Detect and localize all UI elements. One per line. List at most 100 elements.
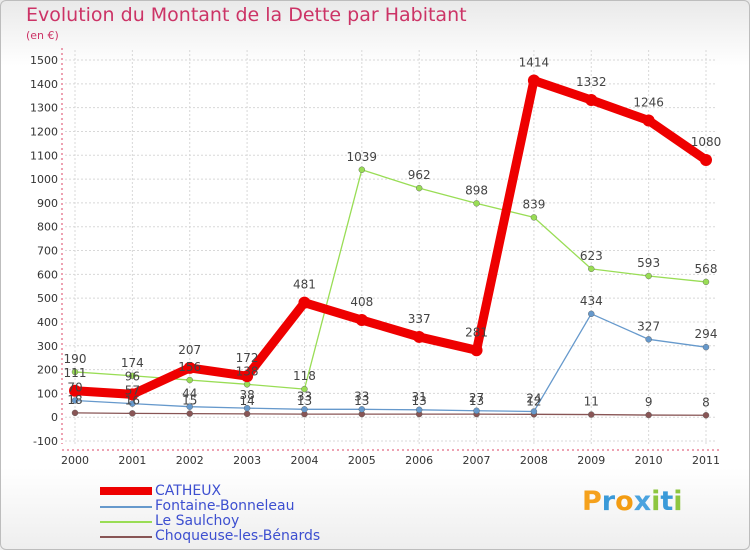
data-label-fontaine-bonneleau: 44 — [182, 387, 197, 401]
x-tick-label: 2005 — [348, 454, 376, 467]
data-label-choqueuse-les-benards: 13 — [412, 394, 427, 408]
data-label-choqueuse-les-benards: 16 — [125, 393, 140, 407]
data-point-le-saulchoy — [129, 372, 136, 379]
data-label-le-saulchoy: 118 — [293, 369, 316, 383]
data-point-catheux — [69, 384, 81, 397]
data-point-fontaine-bonneleau — [473, 407, 480, 414]
y-tick-label: 400 — [37, 316, 58, 329]
chart-subtitle: (en €) — [26, 29, 59, 42]
data-label-fontaine-bonneleau: 33 — [297, 389, 312, 403]
y-tick-label: 100 — [37, 387, 58, 400]
data-point-le-saulchoy — [301, 385, 308, 393]
data-label-choqueuse-les-benards: 14 — [239, 394, 254, 408]
data-label-le-saulchoy: 138 — [236, 364, 259, 378]
y-tick-label: 600 — [37, 268, 58, 281]
data-point-le-saulchoy — [186, 376, 193, 384]
x-tick-label: 2008 — [520, 454, 548, 467]
y-tick-label: 1300 — [30, 102, 58, 115]
data-point-choqueuse-les-benards — [129, 410, 136, 417]
data-label-catheux: 337 — [408, 312, 431, 326]
data-point-catheux — [241, 370, 254, 383]
data-label-le-saulchoy: 156 — [178, 360, 201, 374]
data-label-le-saulchoy: 568 — [695, 262, 718, 276]
data-label-catheux: 96 — [125, 369, 140, 383]
data-point-catheux — [413, 330, 426, 343]
legend-swatch-fontaine-bonneleau — [100, 506, 152, 508]
data-point-choqueuse-les-benards — [702, 412, 710, 419]
data-point-fontaine-bonneleau — [243, 404, 251, 412]
y-tick-label: 1200 — [30, 125, 58, 138]
data-point-fontaine-bonneleau — [358, 406, 366, 413]
series-line-choqueuse-les-benards — [74, 412, 707, 416]
data-point-le-saulchoy — [530, 214, 538, 221]
y-tick-label: 1500 — [30, 54, 58, 67]
legend-swatch-le-saulchoy — [100, 521, 152, 523]
data-point-le-saulchoy — [588, 265, 595, 273]
data-point-fontaine-bonneleau — [71, 397, 79, 404]
data-label-choqueuse-les-benards: 15 — [182, 394, 197, 408]
data-point-le-saulchoy — [71, 368, 79, 376]
data-label-choqueuse-les-benards: 8 — [702, 395, 710, 409]
y-tick-label: 1400 — [30, 78, 58, 91]
legend-label-fontaine-bonneleau: Fontaine-Bonneleau — [155, 498, 295, 514]
y-tick-label: 900 — [37, 197, 58, 210]
data-label-le-saulchoy: 623 — [580, 249, 603, 263]
data-point-le-saulchoy — [415, 184, 423, 192]
data-point-catheux — [470, 344, 483, 357]
x-tick-label: 2007 — [463, 454, 491, 467]
data-label-le-saulchoy: 962 — [408, 168, 431, 182]
data-point-fontaine-bonneleau — [186, 403, 193, 410]
data-label-fontaine-bonneleau: 24 — [526, 391, 541, 405]
legend-label-choqueuse-les-benards: Choqueuse-les-Bénards — [155, 528, 321, 544]
x-tick-label: 2000 — [61, 454, 89, 467]
data-point-choqueuse-les-benards — [243, 410, 251, 418]
x-tick-label: 2006 — [405, 454, 433, 467]
chart-title: Evolution du Montant de la Dette par Hab… — [26, 4, 467, 26]
data-point-le-saulchoy — [645, 272, 652, 280]
proxiti-logo: Proxiti — [582, 486, 683, 517]
data-label-choqueuse-les-benards: 9 — [645, 395, 653, 409]
data-label-catheux: 281 — [465, 325, 488, 339]
data-label-choqueuse-les-benards: 13 — [354, 394, 369, 408]
x-tick-label: 2011 — [692, 454, 720, 467]
y-tick-label: 800 — [37, 221, 58, 234]
data-point-catheux — [298, 296, 311, 309]
data-label-catheux: 111 — [64, 366, 87, 380]
data-label-le-saulchoy: 190 — [64, 352, 87, 366]
data-label-fontaine-bonneleau: 31 — [412, 390, 427, 404]
data-label-le-saulchoy: 898 — [465, 183, 488, 197]
data-point-fontaine-bonneleau — [129, 400, 136, 407]
data-point-catheux — [585, 94, 598, 107]
data-label-catheux: 207 — [178, 343, 201, 357]
data-label-catheux: 1414 — [519, 55, 550, 69]
data-label-catheux: 408 — [350, 295, 373, 309]
x-tick-label: 2010 — [635, 454, 663, 467]
data-label-choqueuse-les-benards: 11 — [584, 395, 599, 409]
x-tick-label: 2002 — [176, 454, 204, 467]
data-point-catheux — [183, 361, 196, 374]
data-label-fontaine-bonneleau: 33 — [354, 389, 369, 403]
data-label-le-saulchoy: 174 — [121, 356, 144, 370]
y-tick-label: 700 — [37, 245, 58, 258]
x-tick-label: 2001 — [118, 454, 146, 467]
series-line-catheux — [70, 75, 711, 399]
data-point-fontaine-bonneleau — [301, 406, 308, 413]
data-label-choqueuse-les-benards: 13 — [469, 394, 484, 408]
y-tick-label: 1000 — [30, 173, 58, 186]
data-point-fontaine-bonneleau — [415, 406, 423, 414]
data-label-fontaine-bonneleau: 294 — [695, 327, 718, 341]
legend-swatch-choqueuse-les-benards — [100, 536, 152, 538]
data-label-catheux: 172 — [236, 351, 259, 365]
x-tick-label: 2009 — [577, 454, 605, 467]
legend-label-catheux: CATHEUX — [155, 483, 222, 499]
y-tick-label: -100 — [33, 435, 58, 448]
data-label-catheux: 1246 — [633, 95, 664, 109]
data-label-le-saulchoy: 593 — [637, 256, 660, 270]
data-label-choqueuse-les-benards: 12 — [526, 394, 541, 408]
y-tick-label: 1100 — [30, 149, 58, 162]
data-label-fontaine-bonneleau: 57 — [125, 384, 140, 398]
data-point-fontaine-bonneleau — [530, 408, 538, 415]
series-line-fontaine-bonneleau — [74, 313, 707, 413]
data-label-fontaine-bonneleau: 70 — [67, 381, 82, 395]
